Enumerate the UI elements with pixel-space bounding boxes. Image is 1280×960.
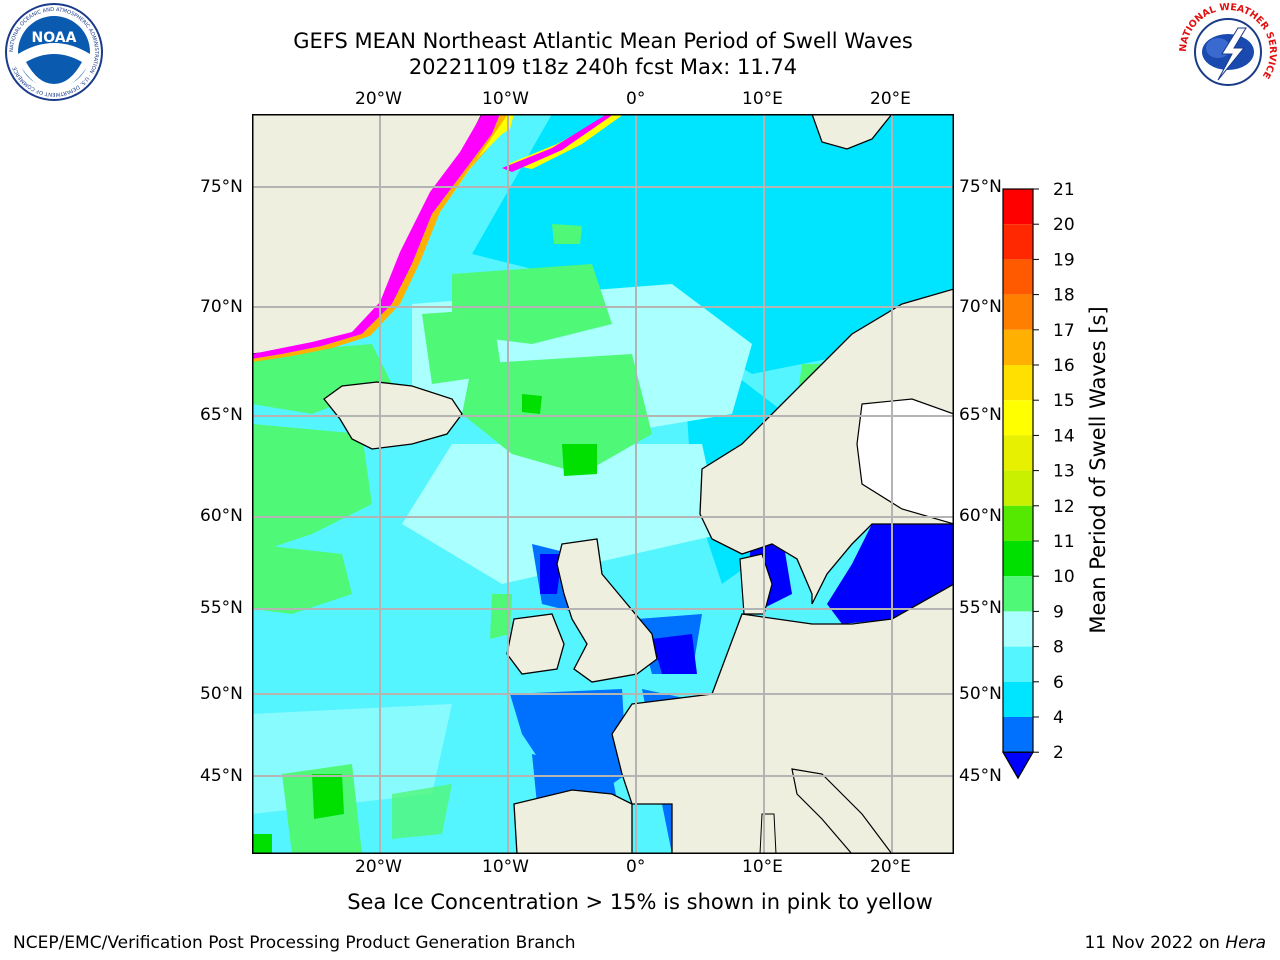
lat-label-right-55n: 55°N — [959, 598, 1002, 618]
colorbar-bin — [1003, 400, 1033, 436]
footer-host: Hera — [1225, 933, 1266, 953]
colorbar-tick-label: 9 — [1053, 602, 1064, 622]
colorbar-tick-label: 16 — [1053, 356, 1075, 376]
lat-label-right-70n: 70°N — [959, 297, 1002, 317]
lat-label-left-75n: 75°N — [200, 177, 243, 197]
lat-label-left-45n: 45°N — [200, 766, 243, 786]
map-panel — [251, 113, 955, 855]
lat-label-left-65n: 65°N — [200, 405, 243, 425]
svg-text:NOAA: NOAA — [32, 30, 77, 46]
colorbar-bin — [1003, 505, 1033, 541]
colorbar-bin — [1003, 681, 1033, 717]
colorbar-label: Mean Period of Swell Waves [s] — [1086, 306, 1110, 634]
lon-label-bottom-0: 0° — [626, 857, 646, 877]
colorbar-tick-label: 10 — [1053, 567, 1075, 587]
colorbar-tick-label: 17 — [1053, 321, 1075, 341]
lat-label-left-70n: 70°N — [200, 297, 243, 317]
footer-credit: NCEP/EMC/Verification Post Processing Pr… — [13, 933, 576, 953]
colorbar-tick-label: 20 — [1053, 215, 1075, 235]
lat-label-left-60n: 60°N — [200, 506, 243, 526]
chart-subtitle: 20221109 t18z 240h fcst Max: 11.74 — [408, 55, 798, 79]
colorbar-bin — [1003, 259, 1033, 295]
lat-label-right-65n: 65°N — [959, 405, 1002, 425]
colorbar-tick-label: 11 — [1053, 532, 1075, 552]
footer-date: 11 Nov 2022 on Hera — [1084, 933, 1266, 953]
colorbar-tick-label: 8 — [1053, 638, 1064, 658]
lon-label-bottom-10e: 10°E — [742, 857, 783, 877]
lat-label-right-60n: 60°N — [959, 506, 1002, 526]
colorbar-tick-label: 18 — [1053, 286, 1075, 306]
lon-label-top-20w: 20°W — [355, 89, 402, 109]
colorbar-tick-label: 14 — [1053, 426, 1075, 446]
colorbar-tick-label: 6 — [1053, 673, 1064, 693]
chart-title: GEFS MEAN Northeast Atlantic Mean Period… — [293, 29, 913, 53]
colorbar-bin — [1003, 189, 1033, 225]
colorbar-bin — [1003, 470, 1033, 506]
colorbar-bin — [1003, 365, 1033, 401]
lon-label-bottom-20w: 20°W — [355, 857, 402, 877]
lat-label-right-75n: 75°N — [959, 177, 1002, 197]
colorbar-bin — [1003, 646, 1033, 682]
colorbar-extend-arrow — [1001, 751, 1035, 780]
lat-label-left-50n: 50°N — [200, 684, 243, 704]
sea-ice-note: Sea Ice Concentration > 15% is shown in … — [347, 890, 933, 914]
colorbar-bin — [1003, 576, 1033, 612]
colorbar-tick-label: 21 — [1053, 180, 1075, 200]
lon-label-top-10e: 10°E — [742, 89, 783, 109]
lon-label-top-0: 0° — [626, 89, 646, 109]
footer-date-text: 11 Nov 2022 on — [1084, 933, 1226, 953]
colorbar-tick-label: 4 — [1053, 708, 1064, 728]
lat-label-left-55n: 55°N — [200, 598, 243, 618]
colorbar-bin — [1003, 224, 1033, 260]
lon-label-top-10w: 10°W — [482, 89, 529, 109]
nws-logo: NATIONAL WEATHER SERVICE — [1178, 2, 1278, 102]
colorbar-bin — [1003, 611, 1033, 647]
colorbar-bin — [1003, 329, 1033, 365]
lon-label-bottom-20e: 20°E — [870, 857, 911, 877]
colorbar-bin — [1003, 294, 1033, 330]
noaa-logo: NOAA NATIONAL OCEANIC AND ATMOSPHERIC AD… — [4, 2, 104, 102]
colorbar-tick-label: 15 — [1053, 391, 1075, 411]
colorbar-bin — [1003, 717, 1033, 753]
colorbar-tick-label: 19 — [1053, 250, 1075, 270]
lat-label-right-45n: 45°N — [959, 766, 1002, 786]
lon-label-bottom-10w: 10°W — [482, 857, 529, 877]
lat-label-right-50n: 50°N — [959, 684, 1002, 704]
colorbar-tick-label: 12 — [1053, 497, 1075, 517]
colorbar-tick-label: 2 — [1053, 743, 1064, 763]
colorbar-bin — [1003, 541, 1033, 577]
colorbar-bin — [1003, 435, 1033, 471]
colorbar-tick-label: 13 — [1053, 462, 1075, 482]
lon-label-top-20e: 20°E — [870, 89, 911, 109]
